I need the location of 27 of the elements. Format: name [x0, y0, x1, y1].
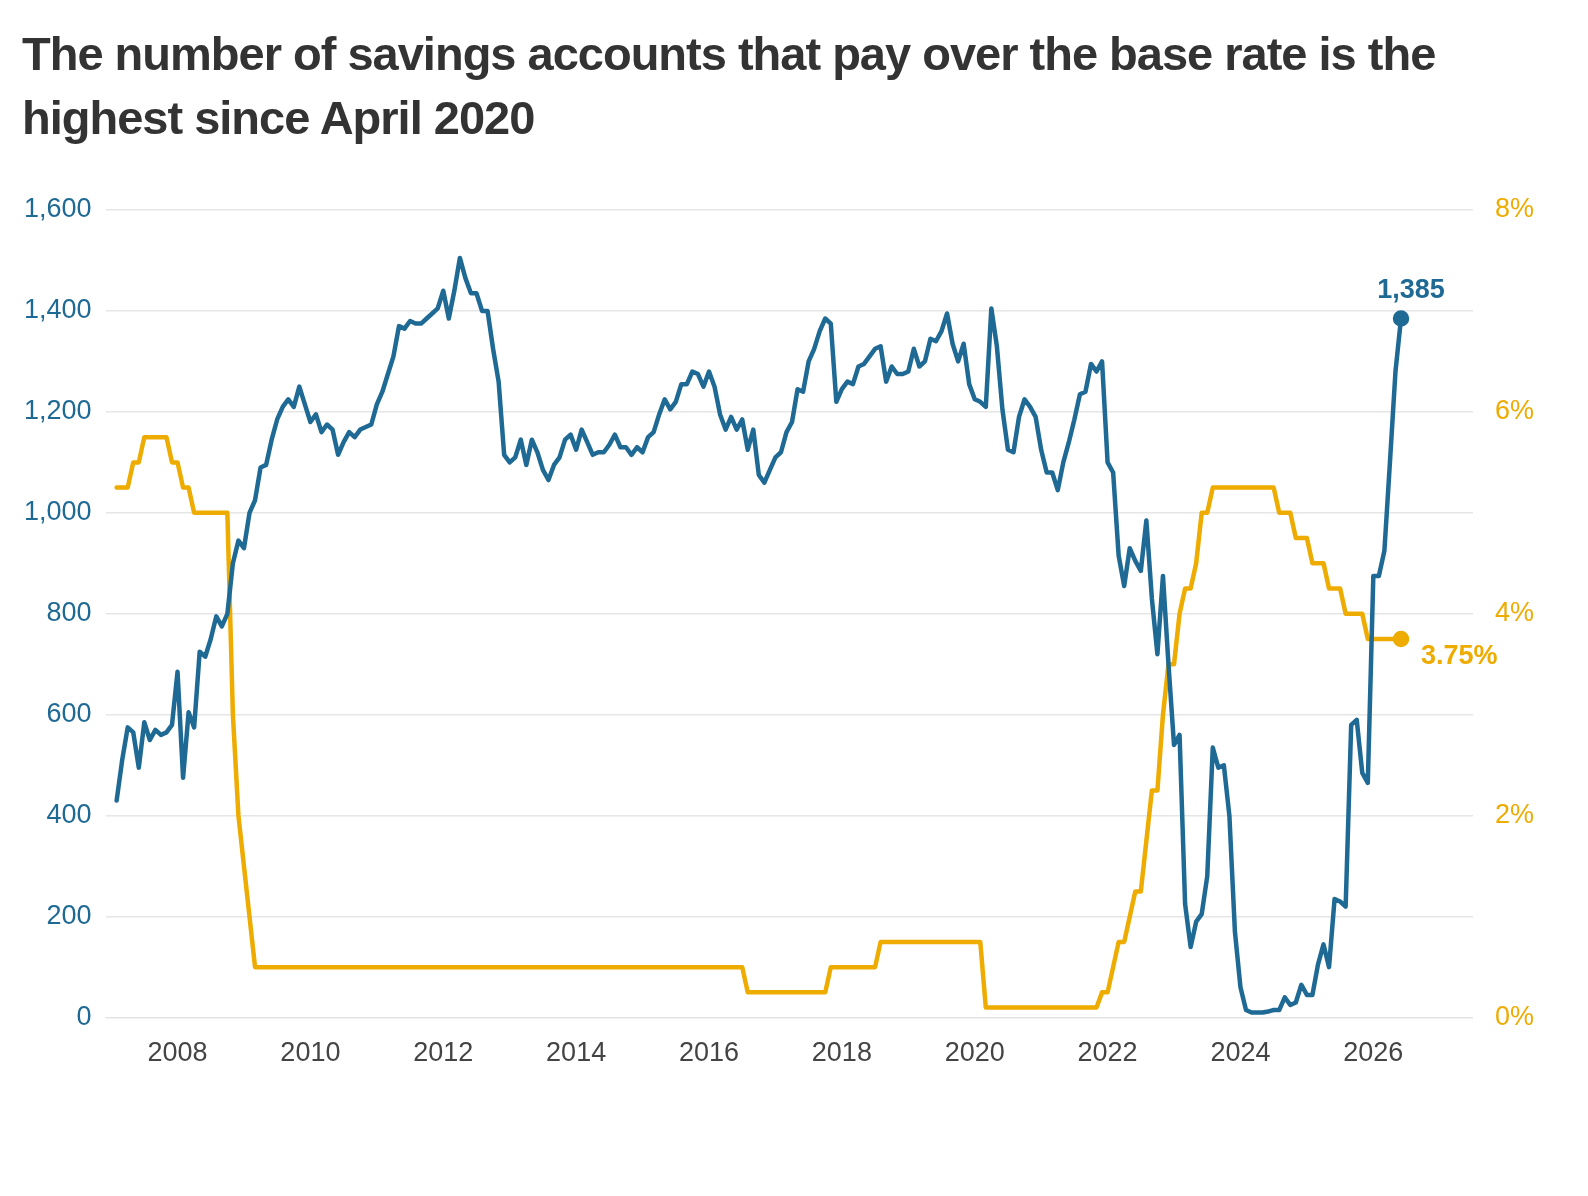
data-label: 3.75%	[1421, 640, 1498, 671]
y-tick-label: 600	[46, 698, 92, 729]
y-tick-label: 400	[46, 799, 92, 830]
data-label: 1,385	[1377, 274, 1445, 305]
x-tick-label: 2016	[678, 1037, 740, 1068]
x-tick-label: 2022	[1077, 1037, 1138, 1068]
y-tick-label: 1,200	[23, 395, 92, 426]
x-tick-label: 2010	[280, 1037, 341, 1068]
y-tick-label: 200	[46, 900, 92, 931]
y2-tick-label: 2%	[1494, 799, 1535, 830]
x-tick-label: 2024	[1210, 1037, 1271, 1068]
x-tick-label: 2018	[811, 1037, 872, 1068]
y-tick-label: 800	[46, 597, 92, 628]
x-tick-label: 2012	[413, 1037, 474, 1068]
x-tick-label: 2014	[546, 1037, 607, 1068]
x-tick-label: 2020	[944, 1037, 1005, 1068]
y-tick-label: 0	[76, 1001, 92, 1032]
y2-tick-label: 6%	[1494, 395, 1535, 426]
y-tick-label: 1,400	[23, 294, 92, 325]
y-tick-label: 1,600	[23, 193, 92, 224]
y2-tick-label: 8%	[1494, 193, 1535, 224]
chart-title: The number of savings accounts that pay over the base rate is the highest since April 2020	[22, 26, 1437, 146]
y-tick-label: 1,000	[23, 496, 92, 527]
y2-tick-label: 4%	[1494, 597, 1535, 628]
x-tick-label: 2008	[147, 1037, 208, 1068]
x-tick-label: 2026	[1343, 1037, 1404, 1068]
y2-tick-label: 0%	[1494, 1001, 1535, 1032]
